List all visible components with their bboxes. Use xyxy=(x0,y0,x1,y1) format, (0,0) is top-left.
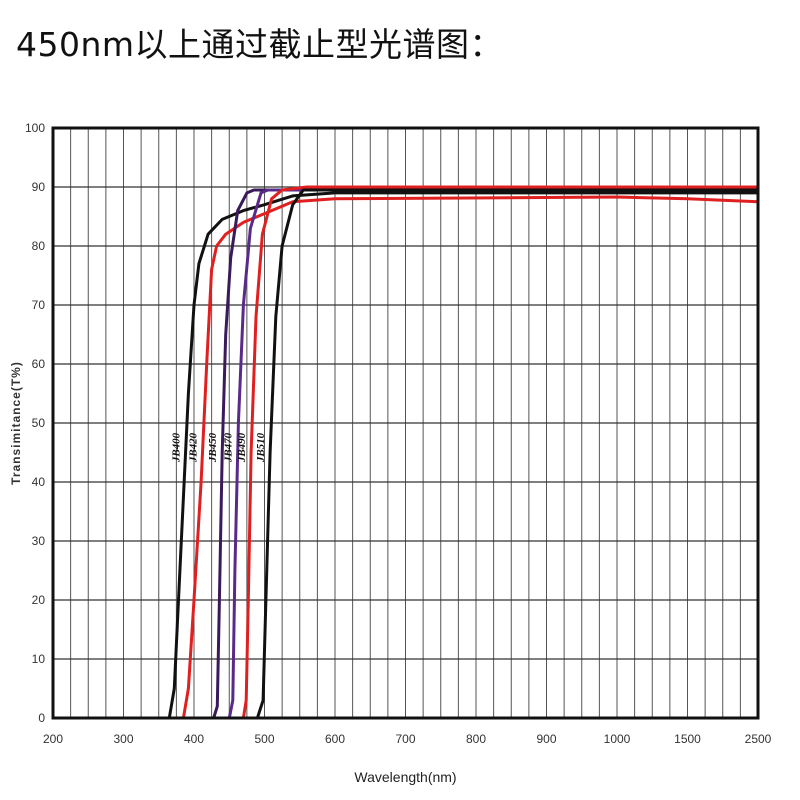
series-label-jb450: JB450 xyxy=(207,432,219,463)
chart-series xyxy=(167,185,760,720)
page-title: 450nm以上通过截止型光谱图： xyxy=(16,25,504,64)
y-tick-label: 10 xyxy=(32,652,46,666)
x-tick-label: 200 xyxy=(43,732,63,746)
x-axis-label: Wavelength(nm) xyxy=(354,769,456,785)
x-tick-label: 300 xyxy=(113,732,133,746)
chart-grid xyxy=(53,128,758,718)
y-tick-label: 80 xyxy=(32,239,46,253)
series-label-jb470: JB470 xyxy=(223,432,235,463)
series-line-jb400 xyxy=(167,191,760,720)
y-tick-label: 50 xyxy=(32,416,46,430)
series-label-jb490: JB490 xyxy=(236,432,248,463)
y-tick-label: 90 xyxy=(32,180,46,194)
y-tick-label: 30 xyxy=(32,534,46,548)
series-label-jb420: JB420 xyxy=(188,432,200,463)
series-label-jb400: JB400 xyxy=(171,432,183,463)
x-tick-label: 2500 xyxy=(745,732,772,746)
x-tick-label: 1000 xyxy=(604,732,631,746)
series-line-jb450 xyxy=(212,188,760,720)
y-tick-label: 70 xyxy=(32,298,46,312)
series-line-jb490 xyxy=(241,185,760,720)
y-axis-label: Transimitance(T%) xyxy=(9,361,23,485)
x-tick-label: 800 xyxy=(466,732,486,746)
x-tick-label: 700 xyxy=(395,732,415,746)
series-line-jb420 xyxy=(181,195,760,720)
plot-frame xyxy=(51,126,760,720)
series-labels: JB400 JB420 JB450 JB470 JB490 JB510 xyxy=(171,432,268,463)
series-line-jb510 xyxy=(255,188,760,720)
y-tick-label: 60 xyxy=(32,357,46,371)
y-tick-labels: 0 10 20 30 40 50 60 70 80 90 100 xyxy=(25,121,45,725)
x-tick-labels: 200 300 400 500 600 700 800 900 1000 1500 2500 xyxy=(43,732,772,746)
y-tick-label: 20 xyxy=(32,593,46,607)
y-tick-label: 100 xyxy=(25,121,45,135)
y-tick-label: 0 xyxy=(38,711,45,725)
x-tick-label: 900 xyxy=(536,732,556,746)
x-tick-label: 600 xyxy=(325,732,345,746)
y-tick-label: 40 xyxy=(32,475,46,489)
x-tick-label: 1500 xyxy=(674,732,701,746)
series-label-jb510: JB510 xyxy=(255,432,267,463)
x-tick-label: 400 xyxy=(184,732,204,746)
x-tick-label: 500 xyxy=(254,732,274,746)
